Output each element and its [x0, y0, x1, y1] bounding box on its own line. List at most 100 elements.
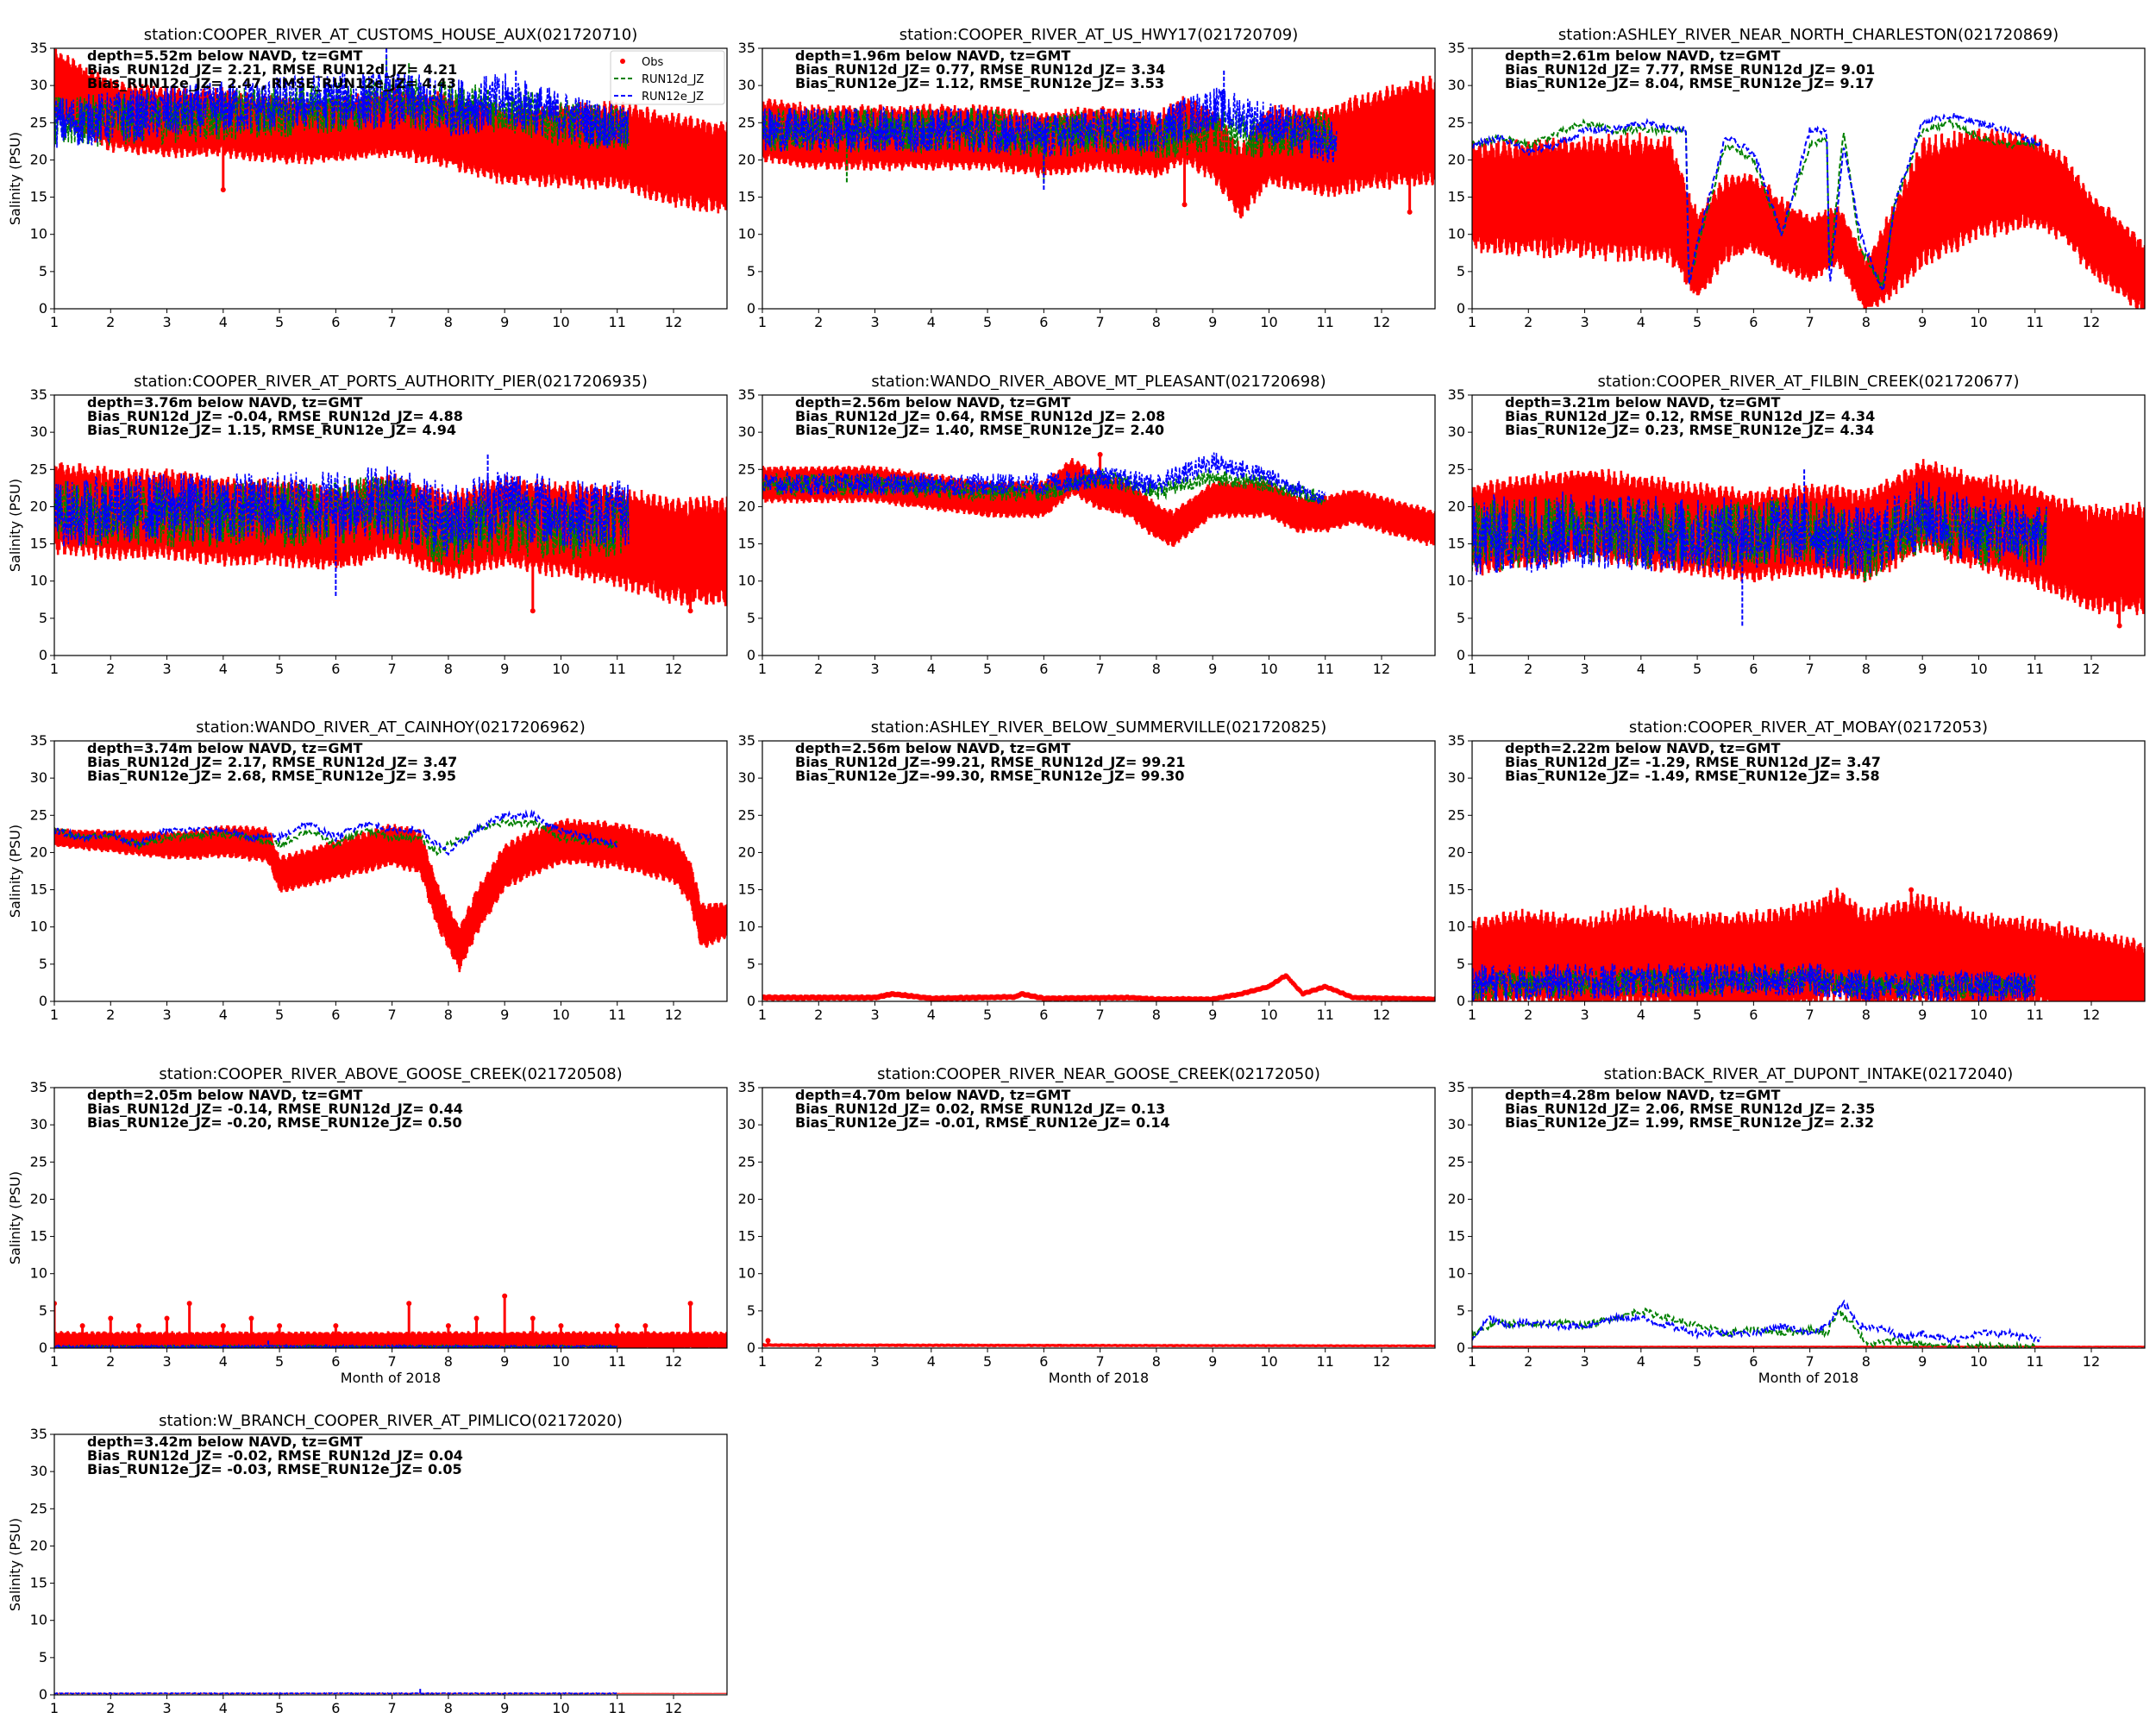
- axes-frame: [53, 740, 728, 1002]
- axes-frame: [53, 1433, 728, 1696]
- stats-annotation: depth=2.56m below NAVD, tz=GMT: [795, 740, 1070, 756]
- y-tick-label: 5: [39, 1649, 47, 1665]
- run12d-series: [1472, 1307, 2036, 1348]
- subplot-title: station:COOPER_RIVER_AT_MOBAY(02172053): [1629, 718, 1988, 737]
- y-tick-label: 0: [1457, 647, 1465, 663]
- x-tick-label: 12: [1373, 1007, 1390, 1023]
- y-tick-label: 15: [1448, 189, 1465, 205]
- y-tick-label: 35: [30, 40, 47, 56]
- run12e-series: [54, 809, 618, 856]
- obs-peaks: [220, 122, 705, 208]
- y-tick-label: 5: [1457, 956, 1465, 972]
- stats-annotation: depth=3.76m below NAVD, tz=GMT: [87, 394, 362, 411]
- x-tick-label: 12: [665, 661, 682, 677]
- x-tick-label: 6: [1039, 661, 1048, 677]
- y-tick-label: 10: [738, 226, 755, 242]
- x-tick-label: 4: [1637, 314, 1645, 330]
- plot-area: [54, 1434, 727, 1695]
- stats-annotation: Bias_RUN12e_JZ= 1.40, RMSE_RUN12e_JZ= 2.…: [795, 422, 1164, 438]
- y-tick-label: 0: [1457, 1339, 1465, 1356]
- y-tick-label: 15: [1448, 881, 1465, 898]
- y-tick-label: 30: [30, 1463, 47, 1479]
- data-layer: [762, 973, 1435, 1001]
- x-tick-label: 2: [814, 314, 823, 330]
- y-tick-label: 10: [30, 226, 47, 242]
- x-tick-label: 7: [388, 661, 397, 677]
- y-tick-label: 15: [30, 1575, 47, 1591]
- y-tick-label: 0: [39, 300, 47, 317]
- x-tick-label: 12: [1373, 314, 1390, 330]
- stats-annotation: Bias_RUN12e_JZ= 2.68, RMSE_RUN12e_JZ= 3.…: [87, 768, 456, 784]
- x-tick-label: 2: [1524, 1007, 1532, 1023]
- y-tick-label: 5: [747, 1302, 755, 1319]
- obs-series: [762, 1343, 1435, 1348]
- stats-annotation: Bias_RUN12d_JZ= 7.77, RMSE_RUN12d_JZ= 9.…: [1505, 61, 1875, 78]
- x-tick-label: 6: [331, 314, 340, 330]
- y-tick-label: 20: [30, 1537, 47, 1553]
- x-tick-label: 10: [1970, 1353, 1987, 1370]
- x-tick-label: 8: [1862, 314, 1871, 330]
- x-tick-label: 12: [1373, 661, 1390, 677]
- x-tick-label: 11: [609, 1700, 626, 1716]
- y-tick-label: 35: [738, 1079, 755, 1095]
- obs-peaks: [1908, 887, 1915, 953]
- x-tick-label: 3: [1580, 1007, 1589, 1023]
- x-tick-label: 2: [106, 1353, 115, 1370]
- x-tick-label: 10: [1260, 1353, 1277, 1370]
- y-tick-label: 25: [30, 806, 47, 823]
- legend-obs-label: Obs: [642, 56, 663, 69]
- y-tick-label: 25: [1448, 806, 1465, 823]
- x-tick-label: 6: [331, 661, 340, 677]
- x-tick-label: 9: [500, 1007, 509, 1023]
- x-tick-label: 8: [444, 314, 453, 330]
- x-tick-label: 9: [1208, 1007, 1217, 1023]
- stats-annotation: Bias_RUN12e_JZ= -0.01, RMSE_RUN12e_JZ= 0…: [795, 1114, 1170, 1131]
- axes-frame: [1471, 47, 2146, 310]
- x-tick-label: 9: [500, 314, 509, 330]
- x-tick-label: 4: [219, 1353, 228, 1370]
- stats-annotation: Bias_RUN12e_JZ= -0.03, RMSE_RUN12e_JZ= 0…: [87, 1461, 462, 1477]
- x-tick-label: 9: [1208, 1353, 1217, 1370]
- x-tick-label: 8: [1862, 1007, 1871, 1023]
- x-tick-label: 9: [1208, 661, 1217, 677]
- y-tick-label: 30: [30, 423, 47, 440]
- subplot-title: station:W_BRANCH_COOPER_RIVER_AT_PIMLICO…: [159, 1412, 623, 1430]
- x-tick-label: 2: [1524, 661, 1532, 677]
- x-tick-label: 11: [609, 1353, 626, 1370]
- x-tick-label: 5: [275, 1007, 284, 1023]
- x-tick-label: 12: [2083, 1353, 2100, 1370]
- x-tick-label: 10: [552, 661, 569, 677]
- x-tick-label: 1: [758, 661, 767, 677]
- axes-frame: [1471, 1087, 2146, 1349]
- x-tick-label: 2: [1524, 1353, 1532, 1370]
- x-tick-label: 4: [219, 661, 228, 677]
- y-tick-label: 25: [738, 461, 755, 477]
- subplot-title: station:COOPER_RIVER_AT_US_HWY17(0217207…: [899, 26, 1299, 44]
- stats-annotation: Bias_RUN12d_JZ= -0.04, RMSE_RUN12d_JZ= 4…: [87, 408, 463, 424]
- y-axis-label: Salinity (PSU): [7, 479, 23, 572]
- y-tick-label: 20: [738, 1190, 755, 1207]
- x-tick-label: 2: [106, 1700, 115, 1716]
- y-tick-label: 15: [1448, 536, 1465, 552]
- x-tick-label: 4: [927, 1353, 936, 1370]
- stats-annotation: Bias_RUN12d_JZ= 2.21, RMSE_RUN12d_JZ= 4.…: [87, 61, 457, 78]
- x-tick-label: 5: [1693, 314, 1702, 330]
- y-tick-label: 20: [1448, 498, 1465, 514]
- x-tick-label: 5: [1693, 1007, 1702, 1023]
- y-tick-label: 20: [30, 498, 47, 514]
- data-layer: [1472, 1299, 2145, 1348]
- x-tick-label: 5: [275, 1700, 284, 1716]
- data-layer: [54, 1689, 727, 1695]
- y-tick-label: 15: [1448, 1228, 1465, 1245]
- x-tick-label: 3: [162, 314, 171, 330]
- stats-annotation: depth=3.21m below NAVD, tz=GMT: [1505, 394, 1780, 411]
- y-tick-label: 35: [30, 386, 47, 403]
- y-tick-label: 20: [738, 151, 755, 167]
- subplot-title: station:COOPER_RIVER_NEAR_GOOSE_CREEK(02…: [877, 1065, 1320, 1083]
- x-tick-label: 6: [1749, 661, 1758, 677]
- y-tick-label: 30: [738, 77, 755, 93]
- run12e-series: [54, 1691, 618, 1695]
- stats-annotation: depth=2.61m below NAVD, tz=GMT: [1505, 47, 1780, 64]
